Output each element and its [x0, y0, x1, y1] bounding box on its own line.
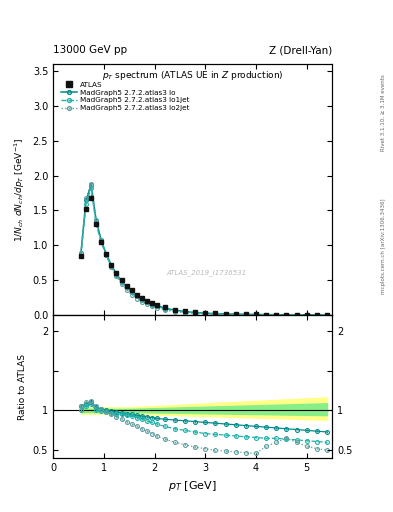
- Text: ATLAS_2019_I1736531: ATLAS_2019_I1736531: [166, 269, 247, 275]
- Text: Rivet 3.1.10, ≥ 3.1M events: Rivet 3.1.10, ≥ 3.1M events: [381, 74, 386, 151]
- Text: 13000 GeV pp: 13000 GeV pp: [53, 45, 127, 55]
- Text: mcplots.cern.ch [arXiv:1306.3436]: mcplots.cern.ch [arXiv:1306.3436]: [381, 198, 386, 293]
- X-axis label: $p_T$ [GeV]: $p_T$ [GeV]: [168, 479, 217, 493]
- Y-axis label: $1/N_{ch}\ dN_{ch}/dp_T\ [\mathrm{GeV}^{-1}]$: $1/N_{ch}\ dN_{ch}/dp_T\ [\mathrm{GeV}^{…: [13, 137, 27, 242]
- Text: $p_T$ spectrum (ATLAS UE in $Z$ production): $p_T$ spectrum (ATLAS UE in $Z$ producti…: [102, 69, 283, 82]
- Y-axis label: Ratio to ATLAS: Ratio to ATLAS: [18, 354, 27, 419]
- Text: Z (Drell-Yan): Z (Drell-Yan): [269, 45, 332, 55]
- Legend: ATLAS, MadGraph5 2.7.2.atlas3 lo, MadGraph5 2.7.2.atlas3 lo1jet, MadGraph5 2.7.2: ATLAS, MadGraph5 2.7.2.atlas3 lo, MadGra…: [58, 79, 192, 114]
